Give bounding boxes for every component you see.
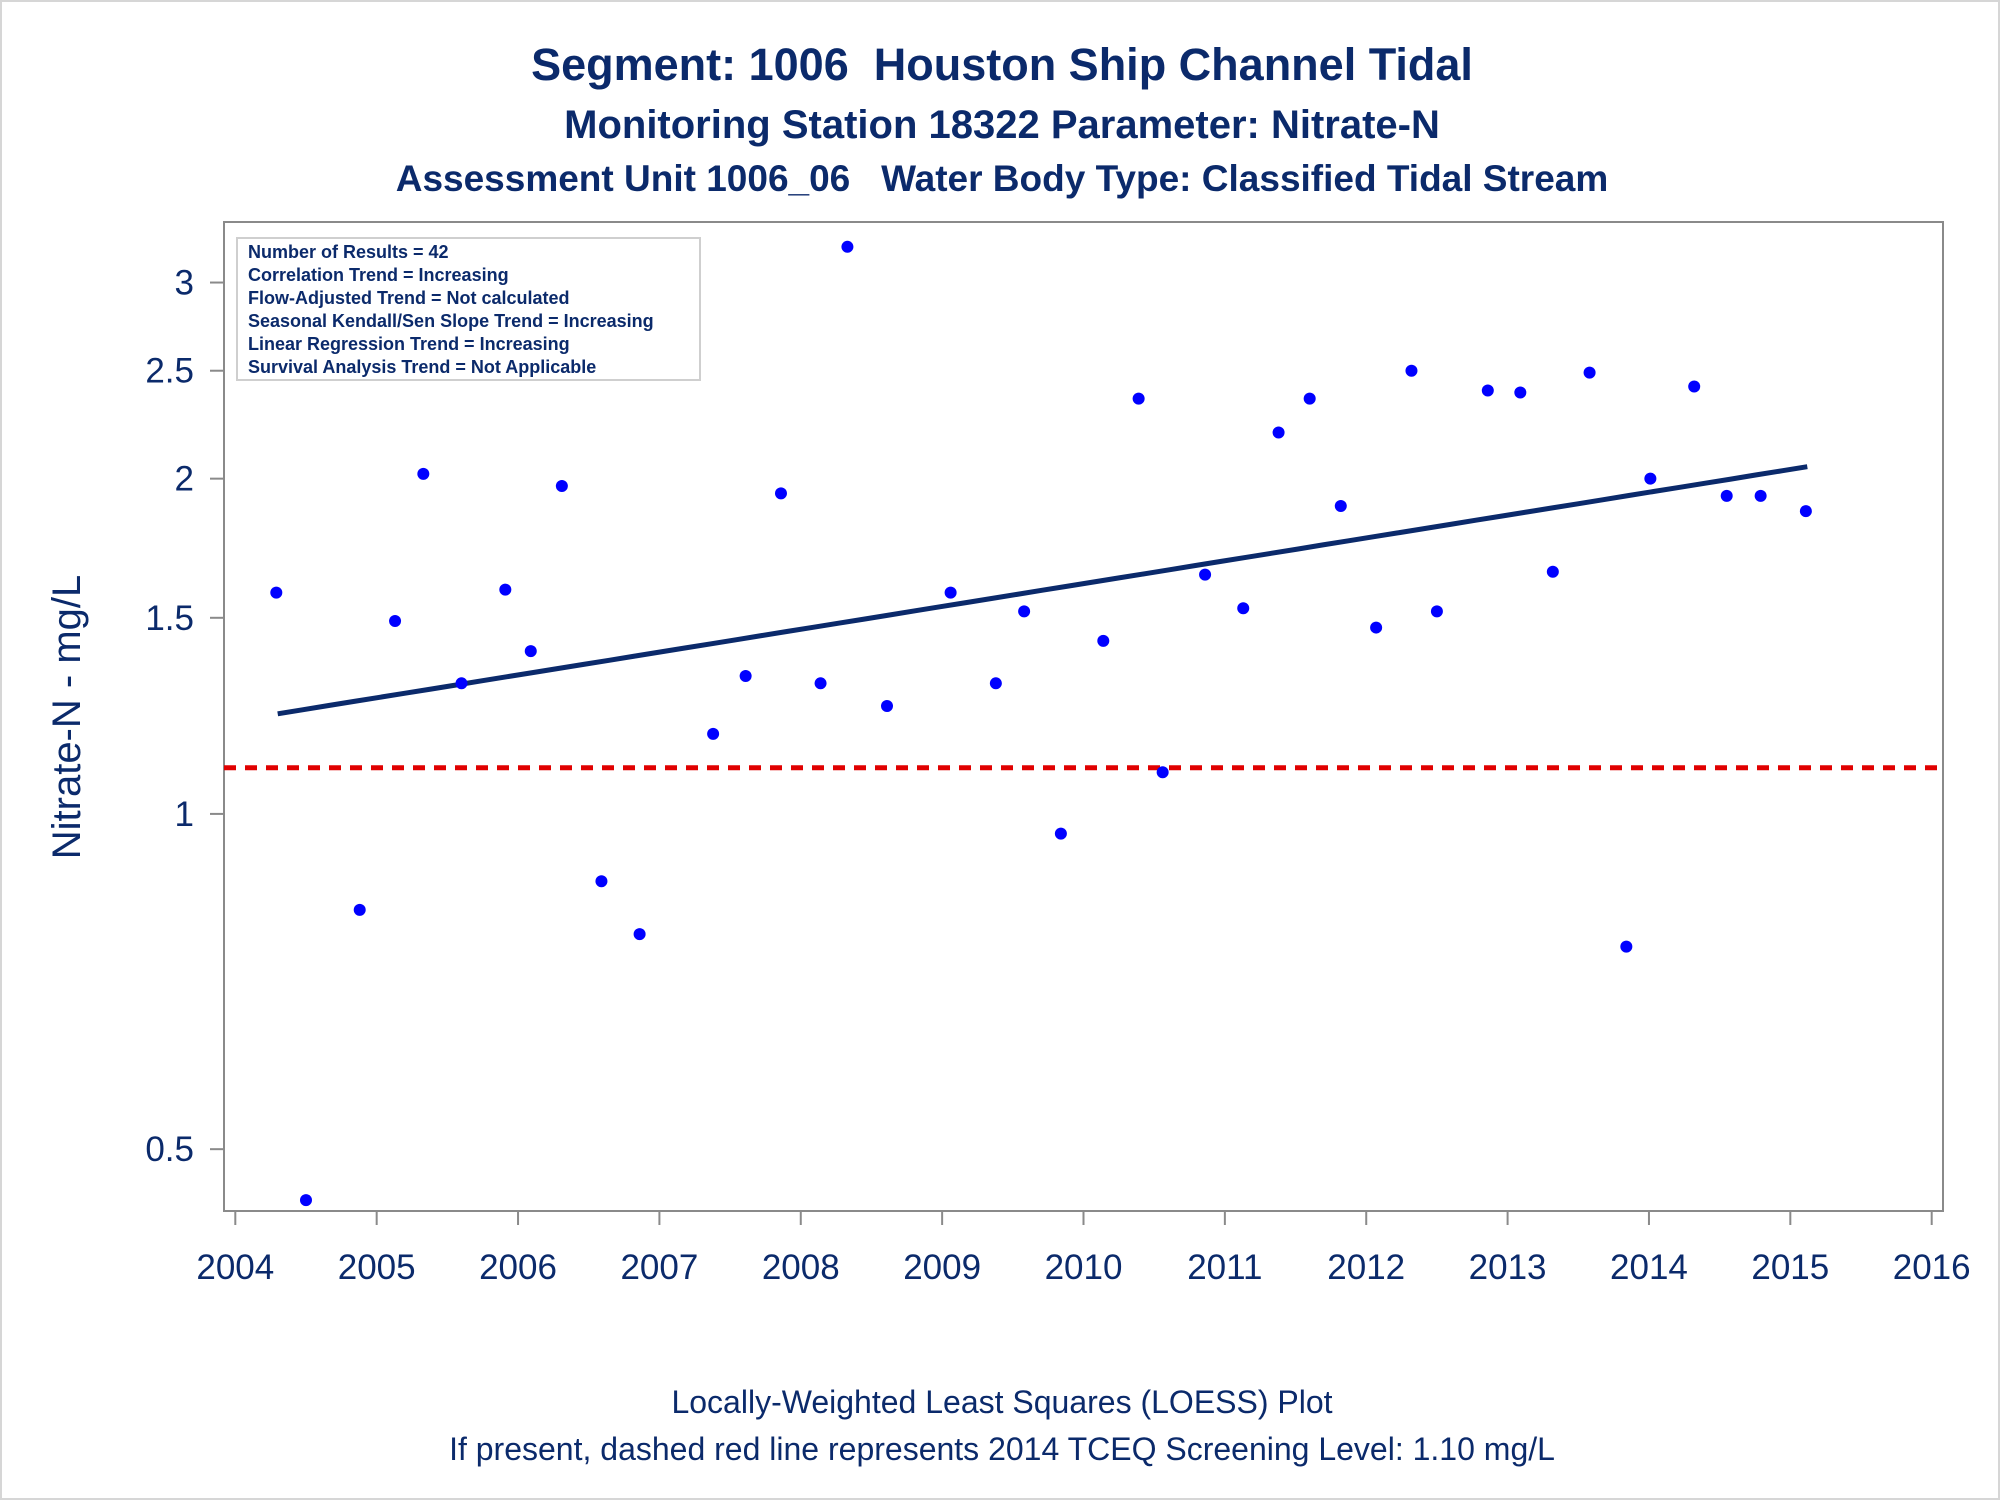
x-tick-label: 2005: [338, 1248, 416, 1287]
data-point: [814, 677, 827, 690]
footnote-loess: Locally-Weighted Least Squares (LOESS) P…: [671, 1384, 1332, 1420]
data-point: [555, 479, 568, 492]
stat-number-of-results: Number of Results = 42: [248, 242, 449, 262]
data-point: [1430, 605, 1443, 618]
y-tick-label: 0.5: [145, 1130, 194, 1169]
y-tick-label: 1: [175, 795, 194, 834]
loess-trend-line: [277, 464, 1808, 717]
data-point: [1237, 602, 1250, 615]
data-point: [1481, 384, 1494, 397]
x-tick-label: 2010: [1045, 1248, 1123, 1287]
data-point: [707, 727, 720, 740]
x-tick-label: 2015: [1751, 1248, 1829, 1287]
y-tick-label: 3: [175, 264, 194, 303]
data-point: [1546, 565, 1559, 578]
data-point: [1720, 489, 1733, 502]
data-point: [1583, 366, 1596, 379]
data-point: [1199, 568, 1212, 581]
x-tick-label: 2014: [1610, 1248, 1688, 1287]
stats-legend-box: [236, 237, 701, 381]
data-point: [1334, 500, 1347, 513]
data-point: [1156, 766, 1169, 779]
y-axis: 0.5 1 1.5 2 2.5 3: [145, 264, 224, 1169]
stat-survival-analysis-trend: Survival Analysis Trend = Not Applicable: [248, 357, 596, 377]
data-point: [1688, 380, 1701, 393]
chart-subtitle-2: Assessment Unit 1006_06 Water Body Type:…: [396, 158, 1609, 199]
data-point: [1303, 392, 1316, 405]
data-point: [1370, 621, 1383, 634]
data-point: [1272, 426, 1285, 439]
data-point: [774, 487, 787, 500]
data-point: [1018, 605, 1031, 618]
x-tick-label: 2011: [1187, 1248, 1262, 1287]
y-axis-label: Nitrate-N - mg/L: [45, 575, 89, 860]
x-tick-label: 2013: [1469, 1248, 1547, 1287]
data-point: [633, 928, 646, 941]
data-point: [1514, 386, 1527, 399]
data-point: [1644, 472, 1657, 485]
x-tick-label: 2004: [196, 1248, 274, 1287]
data-point: [299, 1194, 312, 1207]
data-point: [455, 677, 468, 690]
x-tick-label: 2012: [1327, 1248, 1405, 1287]
x-tick-label: 2009: [903, 1248, 981, 1287]
x-tick-label: 2016: [1893, 1248, 1971, 1287]
data-point: [389, 615, 402, 628]
y-tick-label: 2: [175, 460, 194, 499]
chart-title: Segment: 1006 Houston Ship Channel Tidal: [531, 39, 1473, 90]
data-point: [1754, 489, 1767, 502]
footnote-screening-level: If present, dashed red line represents 2…: [449, 1431, 1555, 1467]
data-point: [841, 240, 854, 253]
data-point: [417, 467, 430, 480]
data-point: [524, 645, 537, 658]
stat-correlation-trend: Correlation Trend = Increasing: [248, 265, 509, 285]
data-point: [1799, 505, 1812, 518]
data-point: [989, 677, 1002, 690]
data-point: [1405, 364, 1418, 377]
stat-linear-regression-trend: Linear Regression Trend = Increasing: [248, 334, 570, 354]
data-point: [1097, 634, 1110, 647]
chart-subtitle: Monitoring Station 18322 Parameter: Nitr…: [564, 103, 1440, 147]
data-point: [499, 583, 512, 596]
x-tick-label: 2008: [762, 1248, 840, 1287]
data-point: [739, 669, 752, 682]
data-point: [595, 875, 608, 888]
data-point: [944, 586, 957, 599]
stat-seasonal-kendall-trend: Seasonal Kendall/Sen Slope Trend = Incre…: [248, 311, 654, 331]
x-axis: 2004 2005 2006 2007 2008 2009 2010 2011 2012 2013…: [196, 1211, 1971, 1287]
x-tick-label: 2006: [479, 1248, 557, 1287]
data-point: [881, 699, 894, 712]
y-tick-label: 2.5: [145, 352, 194, 391]
y-tick-label: 1.5: [145, 599, 194, 638]
data-point: [1620, 940, 1633, 953]
x-tick-label: 2007: [620, 1248, 698, 1287]
data-points: [270, 240, 1812, 1207]
stats-legend: Number of Results = 42 Correlation Trend…: [236, 237, 701, 381]
data-point: [1054, 827, 1067, 840]
data-point: [270, 586, 283, 599]
data-point: [353, 903, 366, 916]
stat-flow-adjusted-trend: Flow-Adjusted Trend = Not calculated: [248, 288, 570, 308]
data-point: [1132, 392, 1145, 405]
